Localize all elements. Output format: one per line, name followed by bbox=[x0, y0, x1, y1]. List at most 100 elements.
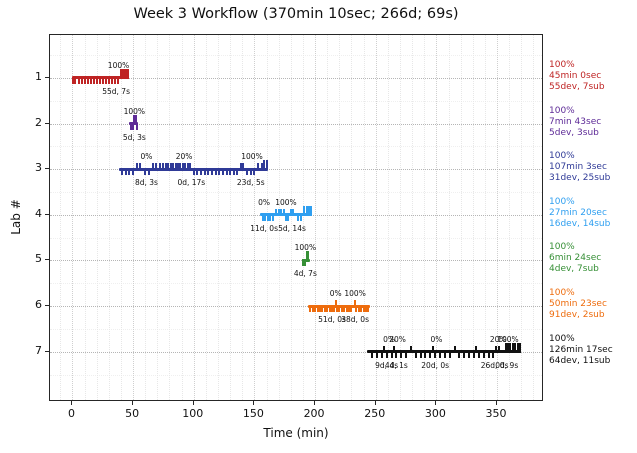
grid-line-x bbox=[254, 35, 256, 400]
grid-line-x-minor bbox=[387, 35, 389, 400]
lab-summary: 100% 45min 0sec 55dev, 7sub bbox=[549, 60, 605, 93]
summary-time: 50min 23sec bbox=[549, 299, 607, 310]
event-tick-up bbox=[260, 163, 263, 171]
lab-summary: 100% 27min 20sec 16dev, 14sub bbox=[549, 197, 610, 230]
event-tick-up bbox=[275, 208, 278, 216]
event-tick-down bbox=[92, 76, 95, 84]
checkpoint-pct-annotation: 0% bbox=[383, 334, 396, 344]
event-tick-down bbox=[473, 350, 475, 358]
summary-pct: 100% bbox=[549, 59, 575, 70]
y-tick-label: 3 bbox=[35, 161, 42, 175]
event-tick-down bbox=[360, 305, 363, 313]
lab-summary: 100% 126min 17sec 64dev, 11sub bbox=[549, 334, 613, 367]
summary-time: 45min 0sec bbox=[549, 70, 602, 81]
dev-sub-annotation: 8d, 3s bbox=[134, 178, 158, 188]
event-tick-tall bbox=[305, 205, 308, 216]
summary-time: 6min 24sec bbox=[549, 253, 602, 264]
y-tick-label: 4 bbox=[35, 206, 42, 220]
x-axis-tick bbox=[132, 401, 134, 405]
event-tick-down bbox=[113, 76, 116, 84]
event-tick-tall bbox=[514, 342, 517, 353]
lab-summary: 100% 6min 24sec 4dev, 7sub bbox=[549, 242, 601, 275]
x-axis-label: Time (min) bbox=[263, 426, 329, 440]
event-tick-down bbox=[477, 350, 480, 358]
event-tick-up bbox=[383, 345, 386, 353]
event-tick-down bbox=[340, 305, 343, 313]
y-tick-label: 6 bbox=[35, 298, 42, 312]
event-tick-down bbox=[468, 350, 471, 358]
event-tick-down bbox=[253, 168, 256, 176]
event-tick-down bbox=[482, 350, 485, 358]
event-tick-down bbox=[314, 305, 317, 313]
event-tick-tall bbox=[308, 205, 310, 216]
y-axis-tick bbox=[45, 350, 49, 352]
x-tick-label: 200 bbox=[303, 407, 325, 420]
dev-sub-annotation: 4d, 7s bbox=[293, 269, 317, 279]
event-tick-tall bbox=[119, 68, 122, 79]
event-tick-down bbox=[299, 213, 302, 221]
grid-line-y-minor bbox=[50, 328, 542, 330]
event-tick-down bbox=[95, 76, 98, 84]
event-tick-down bbox=[400, 350, 403, 358]
x-axis-tick bbox=[314, 401, 316, 405]
dev-sub-annotation: 4d, 1s bbox=[384, 360, 408, 370]
event-tick-down bbox=[323, 305, 326, 313]
summary-time: 107min 3sec bbox=[549, 162, 607, 173]
x-axis-tick bbox=[192, 401, 194, 405]
event-tick-tall bbox=[134, 114, 137, 125]
event-tick-down bbox=[192, 168, 195, 176]
checkpoint-pct-annotation: 0% bbox=[140, 152, 153, 162]
grid-line-x-minor bbox=[120, 35, 122, 400]
summary-time: 7min 43sec bbox=[549, 116, 602, 127]
event-tick-down bbox=[89, 76, 92, 84]
lab-summary: 100% 7min 43sec 5dev, 3sub bbox=[549, 106, 601, 139]
event-tick-down bbox=[439, 350, 442, 358]
event-tick-down bbox=[128, 168, 131, 176]
event-tick-down bbox=[365, 305, 368, 313]
grid-line-x bbox=[193, 35, 195, 400]
checkpoint-pct-annotation: 100% bbox=[123, 106, 146, 116]
summary-devsub: 4dev, 7sub bbox=[549, 264, 599, 275]
event-tick-down bbox=[487, 350, 490, 358]
event-tick-tall bbox=[127, 68, 130, 79]
event-tick-up bbox=[277, 208, 280, 216]
x-tick-label: 50 bbox=[125, 407, 140, 420]
event-tick-down bbox=[83, 76, 86, 84]
grid-line-x-minor bbox=[290, 35, 292, 400]
event-tick-down bbox=[218, 168, 221, 176]
event-tick-down bbox=[318, 305, 321, 313]
grid-line-x-minor bbox=[108, 35, 110, 400]
event-tick-down bbox=[130, 122, 133, 130]
event-tick-down bbox=[207, 168, 210, 176]
event-tick-down bbox=[345, 305, 348, 313]
grid-line-x-minor bbox=[242, 35, 244, 400]
event-tick-down bbox=[311, 305, 314, 313]
chart-title: Week 3 Workflow (370min 10sec; 266d; 69s… bbox=[133, 6, 459, 22]
row-baseline bbox=[50, 260, 542, 262]
row-baseline bbox=[50, 169, 542, 171]
event-tick-down bbox=[419, 350, 422, 358]
lab-summary: 100% 50min 23sec 91dev, 2sub bbox=[549, 288, 607, 321]
grid-line-x bbox=[436, 35, 438, 400]
event-tick-tall bbox=[307, 251, 310, 262]
grid-line-y-minor bbox=[50, 374, 542, 376]
event-tick-down bbox=[132, 168, 135, 176]
event-tick-down bbox=[333, 305, 336, 313]
y-axis-tick bbox=[45, 305, 49, 307]
event-tick-up bbox=[431, 345, 434, 353]
y-axis-tick bbox=[45, 76, 49, 78]
event-tick-down bbox=[357, 305, 360, 313]
event-tick-down bbox=[225, 168, 228, 176]
grid-line-x-minor bbox=[509, 35, 511, 400]
event-tick-up bbox=[139, 163, 142, 171]
grid-line-y-minor bbox=[50, 100, 542, 102]
event-tick-down bbox=[458, 350, 461, 358]
x-tick-label: 350 bbox=[485, 407, 507, 420]
grid-line-x-minor bbox=[424, 35, 426, 400]
dev-sub-annotation: 23d, 5s bbox=[236, 178, 265, 188]
grid-line-x-minor bbox=[339, 35, 341, 400]
summary-pct: 100% bbox=[549, 105, 575, 116]
event-tick-tall bbox=[263, 160, 266, 171]
event-tick-down bbox=[326, 305, 329, 313]
lab-summary: 100% 107min 3sec 31dev, 25sub bbox=[549, 151, 610, 184]
